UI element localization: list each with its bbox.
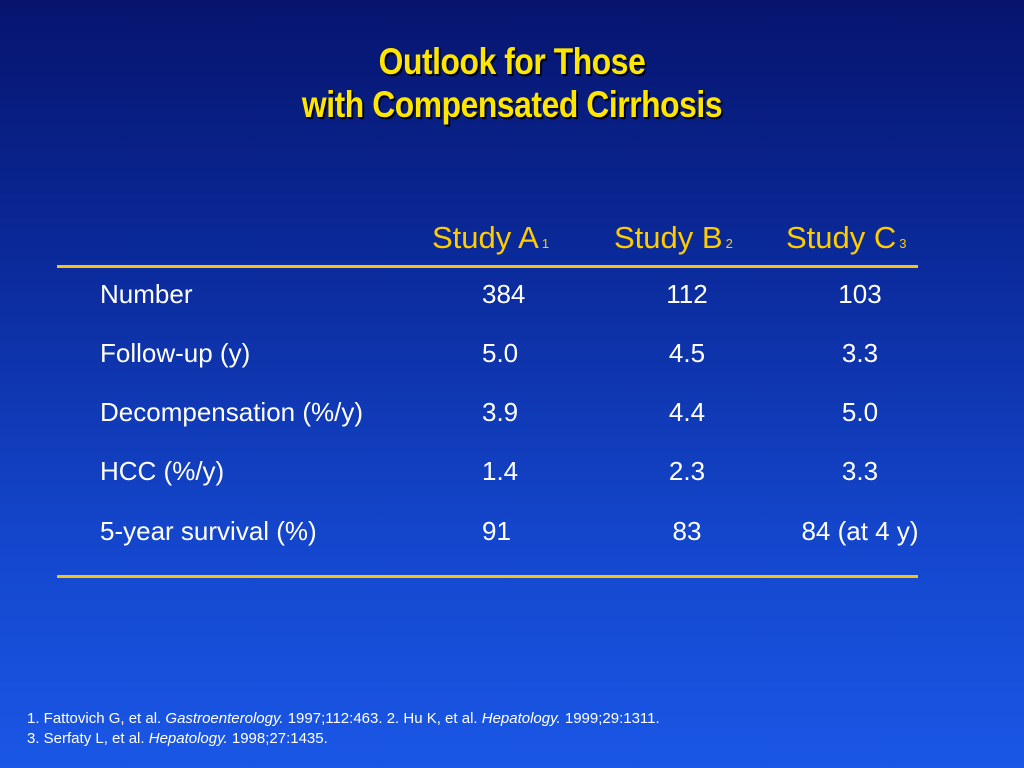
table-bottom-rule (57, 575, 918, 578)
study-c-value: 84 (at 4 y) (801, 516, 919, 546)
table-row: Follow-up (y) 5.0 4.5 3.3 (0, 333, 1024, 373)
reference-1-journal: Gastroenterology. (165, 710, 284, 727)
reference-line-2: 3. Serfaty L, et al. Hepatology. 1998;27… (27, 729, 660, 749)
reference-1-authors: 1. Fattovich G, et al. (27, 710, 166, 727)
slide-title-line-2: with Compensated Cirrhosis (301, 84, 723, 125)
row-label: 5-year survival (%) (100, 516, 317, 546)
reference-3-journal: Hepatology. (148, 730, 228, 747)
study-c-value: 5.0 (841, 397, 879, 427)
study-b-value: 4.4 (668, 397, 706, 427)
study-b-value: 2.3 (668, 456, 706, 486)
footnote-marker: 3 (899, 236, 907, 251)
study-c-value: 3.3 (841, 456, 879, 486)
reference-1-citation: 1997;112:463. (283, 710, 387, 727)
reference-line-1: 1. Fattovich G, et al. Gastroenterology.… (27, 709, 660, 729)
reference-2-citation: 1999;29:1311. (560, 710, 660, 727)
study-a-value: 1.4 (482, 456, 519, 486)
table-row: 5-year survival (%) 91 83 84 (at 4 y) (0, 511, 1024, 551)
column-header-label: Study C (786, 220, 897, 255)
references: 1. Fattovich G, et al. Gastroenterology.… (27, 709, 660, 749)
table-top-rule (57, 265, 918, 268)
row-label: Follow-up (y) (100, 338, 251, 368)
reference-2-journal: Hepatology. (481, 710, 561, 727)
study-a-value: 5.0 (482, 338, 519, 368)
study-b-value: 4.5 (668, 338, 706, 368)
row-label: Number (100, 279, 193, 309)
study-b-value: 112 (666, 279, 708, 309)
column-header-label: Study A (432, 220, 539, 255)
row-label: Decompensation (%/y) (100, 397, 363, 427)
study-a-value: 384 (482, 279, 526, 309)
reference-3-authors: 3. Serfaty L, et al. (27, 730, 149, 747)
footnote-marker: 2 (725, 236, 733, 251)
footnote-marker: 1 (541, 236, 550, 251)
reference-2-authors: 2. Hu K, et al. (386, 710, 482, 727)
table-row: Number 384 112 103 (0, 274, 1024, 314)
study-c-value: 3.3 (841, 338, 879, 368)
column-header-label: Study B (614, 220, 723, 255)
slide-title: Outlook for Those with Compensated Cirrh… (0, 40, 1024, 126)
study-a-value: 3.9 (482, 397, 519, 427)
study-b-value: 83 (672, 516, 702, 546)
table-row: Decompensation (%/y) 3.9 4.4 5.0 (0, 392, 1024, 432)
table-row: HCC (%/y) 1.4 2.3 3.3 (0, 451, 1024, 491)
reference-3-citation: 1998;27:1435. (227, 730, 328, 747)
row-label: HCC (%/y) (100, 456, 225, 486)
study-c-value: 103 (838, 279, 882, 309)
study-a-value: 91 (482, 516, 511, 546)
slide-title-line-1: Outlook for Those (378, 41, 646, 82)
